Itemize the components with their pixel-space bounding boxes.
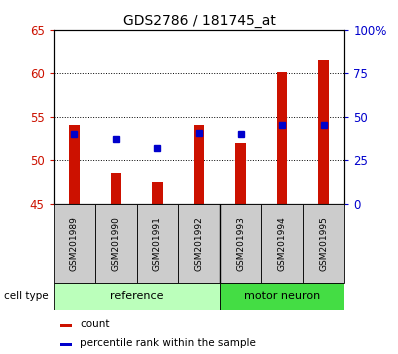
Bar <box>60 343 72 346</box>
Title: GDS2786 / 181745_at: GDS2786 / 181745_at <box>123 14 275 28</box>
Bar <box>60 324 72 327</box>
Bar <box>318 61 329 204</box>
Text: GSM201992: GSM201992 <box>195 216 203 271</box>
Text: GSM201989: GSM201989 <box>70 216 79 271</box>
Text: percentile rank within the sample: percentile rank within the sample <box>80 338 256 348</box>
Bar <box>303 204 344 283</box>
Text: cell type: cell type <box>4 291 49 302</box>
Bar <box>54 283 220 310</box>
Bar <box>277 72 287 204</box>
Text: reference: reference <box>110 291 164 302</box>
Bar <box>137 204 178 283</box>
Bar <box>111 173 121 204</box>
Bar <box>54 204 95 283</box>
Text: motor neuron: motor neuron <box>244 291 320 302</box>
Text: GSM201993: GSM201993 <box>236 216 245 271</box>
Bar <box>235 143 246 204</box>
Bar <box>220 204 261 283</box>
Bar <box>95 204 137 283</box>
Bar <box>178 204 220 283</box>
Bar <box>261 204 303 283</box>
Text: GSM201991: GSM201991 <box>153 216 162 271</box>
Bar <box>152 182 163 204</box>
Text: GSM201995: GSM201995 <box>319 216 328 271</box>
Bar <box>194 126 204 204</box>
Text: GSM201994: GSM201994 <box>277 216 287 271</box>
Bar <box>69 126 80 204</box>
Text: count: count <box>80 319 110 329</box>
Bar <box>220 283 344 310</box>
Text: GSM201990: GSM201990 <box>111 216 121 271</box>
